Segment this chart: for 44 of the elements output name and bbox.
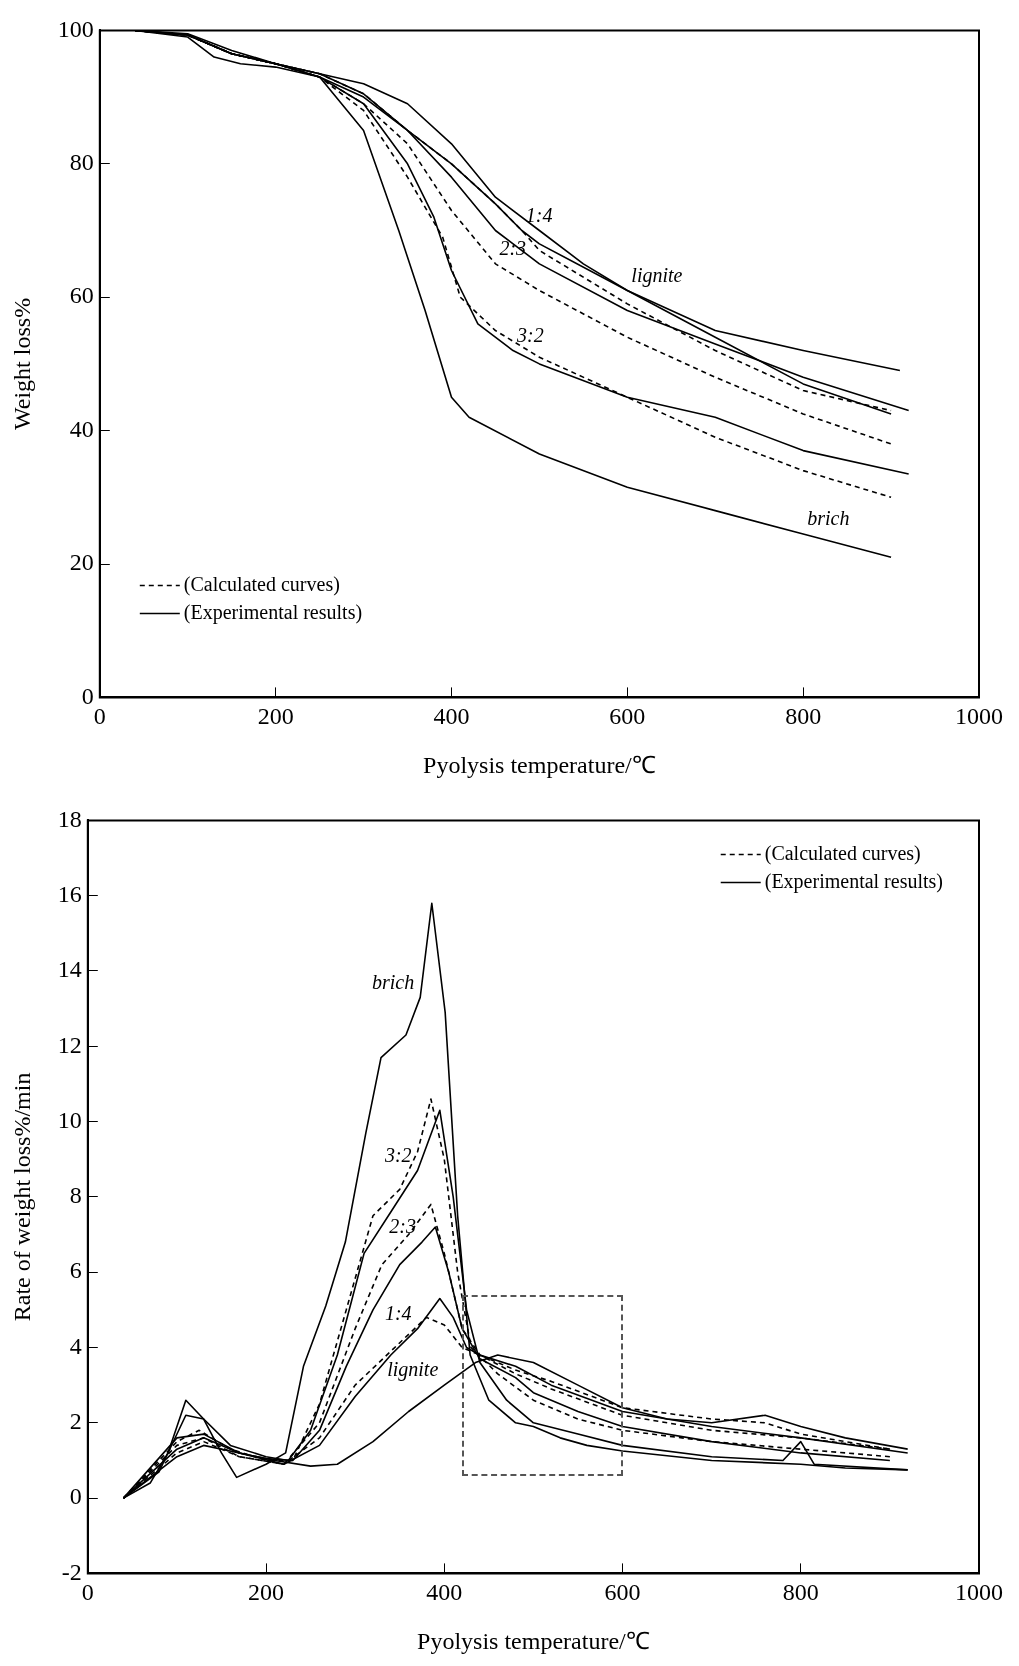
y-tick-label: 18 (57, 805, 82, 832)
y-tick-label: 0 (69, 1483, 82, 1510)
y-tick-label: 10 (57, 1106, 82, 1133)
x-axis-title: Pyolysis temperature/℃ (417, 1627, 650, 1654)
x-tick-label: 800 (782, 1579, 819, 1606)
x-tick-label: 600 (609, 703, 646, 730)
x-tick-label: 600 (604, 1579, 641, 1606)
y-tick-label: 12 (57, 1031, 82, 1058)
y-tick-label: 40 (69, 415, 94, 442)
x-tick-label: 1000 (955, 1579, 1003, 1606)
x-tick-label: 400 (426, 1579, 463, 1606)
x-tick-label: 200 (257, 703, 294, 730)
legend-label: (Experimental results) (183, 600, 363, 624)
annotation: lignite (631, 263, 683, 287)
x-tick-label: 200 (248, 1579, 285, 1606)
annotation: lignite (387, 1358, 439, 1382)
y-tick-label: 4 (69, 1332, 82, 1359)
y-tick-label: 100 (57, 15, 94, 42)
annotation: 2:3 (389, 1215, 417, 1238)
y-tick-label: 80 (69, 149, 94, 176)
y-tick-label: 20 (69, 549, 94, 576)
legend-label: (Calculated curves) (183, 572, 340, 596)
y-axis-title: Rate of weight loss%/min (8, 1072, 35, 1322)
y-axis-title: Weight loss% (8, 297, 35, 430)
y-tick-label: 2 (69, 1408, 82, 1435)
y-tick-label: 16 (57, 881, 82, 907)
y-tick-label: 6 (69, 1257, 82, 1284)
legend-label: (Experimental results) (764, 869, 944, 893)
annotation: 1:4 (384, 1301, 412, 1324)
y-tick-label: 14 (57, 956, 82, 983)
annotation: brich (807, 507, 850, 530)
legend-label: (Calculated curves) (764, 841, 921, 865)
x-tick-label: 400 (433, 703, 470, 730)
annotation: brich (372, 970, 415, 993)
x-tick-label: 1000 (955, 703, 1003, 730)
y-tick-label: -2 (61, 1558, 82, 1585)
x-tick-label: 800 (785, 703, 822, 730)
annotation: 1:4 (525, 203, 553, 226)
y-tick-label: 60 (69, 282, 94, 309)
annotation: 3:2 (383, 1143, 412, 1166)
x-axis-title: Pyolysis temperature/℃ (423, 751, 656, 778)
y-tick-label: 0 (81, 682, 94, 709)
y-tick-label: 8 (69, 1182, 82, 1209)
annotation: 3:2 (516, 323, 544, 346)
